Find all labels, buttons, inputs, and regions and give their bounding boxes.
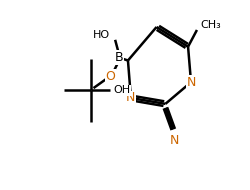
Text: HO: HO: [93, 30, 110, 40]
Text: B: B: [115, 51, 124, 64]
Text: N: N: [186, 76, 196, 89]
Text: N: N: [126, 91, 136, 105]
Text: N: N: [170, 134, 179, 147]
Text: OH: OH: [114, 85, 131, 95]
Text: O: O: [105, 70, 115, 83]
Text: CH₃: CH₃: [200, 20, 221, 30]
